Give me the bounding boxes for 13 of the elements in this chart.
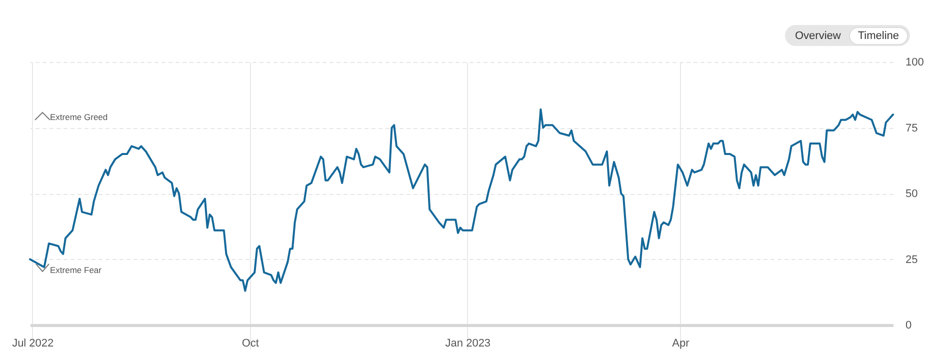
view-toggle[interactable]: Overview Timeline <box>785 25 910 46</box>
y-tick-label: 50 <box>906 188 918 200</box>
x-tick-label: Jan 2023 <box>445 338 491 350</box>
y-tick-label: 75 <box>906 122 918 134</box>
x-tick-label: Jul 2022 <box>12 338 54 350</box>
line-series <box>29 108 894 292</box>
y-tick-label: 25 <box>906 254 918 266</box>
x-tick-label: Oct <box>242 338 259 350</box>
annotation: Extreme Greed <box>50 112 108 122</box>
y-tick-label: 100 <box>906 56 924 68</box>
y-tick-label: 0 <box>906 320 912 332</box>
annotation: Extreme Fear <box>50 265 102 275</box>
x-tick-label: Apr <box>672 338 690 350</box>
